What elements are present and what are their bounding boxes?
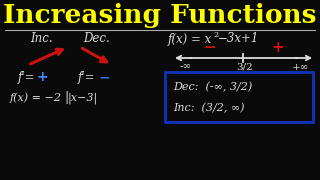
Text: Dec.: Dec.: [83, 33, 110, 46]
Text: f(x) = x: f(x) = x: [168, 33, 212, 46]
Bar: [165, 72, 313, 122]
Text: −: −: [98, 70, 110, 84]
Text: f(x) = −2: f(x) = −2: [10, 93, 62, 103]
Text: +: +: [272, 40, 284, 55]
Text: Dec:  (-∞, 3/2): Dec: (-∞, 3/2): [173, 82, 252, 92]
Text: Increasing Functions: Increasing Functions: [3, 3, 317, 28]
Text: +∞: +∞: [292, 62, 310, 71]
Text: 2: 2: [213, 31, 218, 39]
Text: -∞: -∞: [180, 62, 192, 71]
Text: −3x+1: −3x+1: [218, 33, 260, 46]
Text: |: |: [64, 91, 68, 105]
Text: −: −: [204, 40, 216, 55]
Text: |x−3|: |x−3|: [68, 92, 98, 104]
Text: f'=: f'=: [78, 71, 95, 84]
Text: 3/2: 3/2: [236, 62, 253, 71]
Text: Inc:  (3/2, ∞): Inc: (3/2, ∞): [173, 103, 244, 113]
Text: f'=: f'=: [18, 71, 36, 84]
Text: +: +: [36, 70, 48, 84]
Text: Inc.: Inc.: [30, 33, 52, 46]
